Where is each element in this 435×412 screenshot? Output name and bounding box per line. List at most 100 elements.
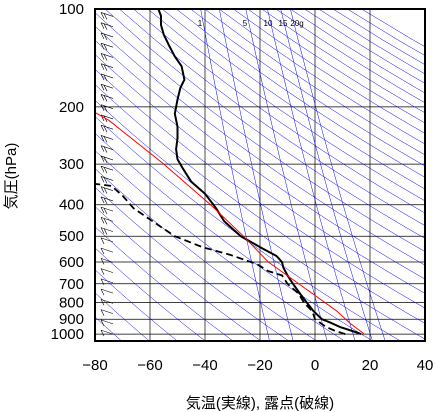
- y-tick-label: 800: [59, 295, 84, 312]
- wind-barb-flag: [103, 85, 108, 92]
- wind-barb-staff: [100, 53, 114, 58]
- wind-barb-staff: [100, 217, 114, 222]
- dry-adiabat-line: [190, 9, 425, 167]
- dry-adiabat-line: [147, 9, 425, 202]
- wind-barb-staff: [100, 155, 114, 161]
- wind-barb-staff: [100, 268, 114, 273]
- wind-barb-flag: [103, 218, 108, 225]
- wind-barb-flag: [100, 63, 105, 70]
- wind-barb-flag: [100, 32, 105, 40]
- wind-barb-flag: [100, 329, 105, 337]
- mixing-ratio-line: [200, 9, 270, 341]
- wind-barb-staff: [100, 145, 114, 150]
- x-axis-title: 気温(実線), 露点(破線): [186, 395, 334, 412]
- wind-barb-flag: [103, 54, 108, 61]
- wind-barb-flag: [100, 288, 105, 296]
- dry-adiabat-line: [95, 226, 234, 341]
- mixing-ratio-line: [290, 9, 386, 341]
- wind-barbs-layer: [100, 12, 114, 337]
- x-tick-label: −80: [82, 357, 107, 374]
- wind-barb-flag: [100, 196, 105, 204]
- wind-barb-flag: [100, 145, 105, 152]
- dry-adiabat-line: [95, 99, 425, 340]
- wind-barb-staff: [100, 329, 114, 335]
- y-tick-label: 300: [59, 156, 84, 173]
- wind-barb-flag: [100, 258, 105, 265]
- dry-adiabat-line: [95, 292, 150, 341]
- axis-labels-layer: −80 −60 −40 −20 0 20 40 100 200 300 400 500 600 700 80…: [3, 1, 433, 412]
- wind-barb-flag: [100, 53, 105, 60]
- wind-barb-staff: [100, 124, 114, 130]
- dry-adiabat-line: [95, 68, 425, 309]
- wind-barb-flag: [100, 299, 105, 306]
- mixing-ratio-line: [280, 9, 373, 341]
- wind-barb-flag: [100, 186, 105, 193]
- wind-barb-staff: [100, 42, 114, 48]
- dry-adiabat-line: [95, 25, 425, 266]
- dry-adiabat-line: [332, 9, 425, 66]
- wind-barb-staff: [100, 299, 114, 304]
- dry-adiabat-line: [161, 9, 425, 190]
- mixing-ratio-label: 20g: [290, 19, 303, 28]
- dry-adiabat-line: [133, 9, 425, 214]
- wind-barb-flag: [100, 125, 105, 132]
- plot-frame: [94, 8, 426, 342]
- dry-adiabat-line: [95, 206, 262, 341]
- wind-barb-staff: [100, 32, 114, 38]
- mixing-ratio-label: 5: [243, 19, 248, 28]
- wind-barb-flag: [103, 208, 108, 215]
- wind-barb-flag: [100, 176, 105, 183]
- wind-barb-flag: [100, 268, 105, 275]
- wind-barb-staff: [100, 83, 114, 89]
- y-tick-label: 500: [59, 228, 84, 245]
- wind-barb-flag: [103, 44, 108, 51]
- mixing-ratio-line: [267, 9, 356, 341]
- wind-barb-flag: [100, 94, 105, 101]
- mixing-ratio-line: [219, 9, 294, 341]
- wind-barb-flag: [103, 146, 108, 153]
- wind-barb-staff: [100, 227, 114, 232]
- dry-adiabat-line: [95, 247, 206, 341]
- wind-barb-flag: [103, 64, 108, 71]
- dry-adiabat-line: [95, 269, 178, 341]
- wind-barb-flag: [100, 84, 105, 91]
- wind-barb-flag: [103, 13, 108, 20]
- dry-adiabat-line: [361, 9, 425, 48]
- wind-barb-flag: [103, 156, 108, 164]
- wind-barb-staff: [100, 135, 114, 140]
- dry-adiabat-line: [290, 9, 425, 94]
- wind-barb-staff: [100, 186, 114, 191]
- wind-barb-staff: [100, 104, 114, 109]
- mixing-ratio-label: 1: [198, 19, 203, 28]
- wind-barb-flag: [103, 187, 108, 194]
- dry-adiabat-line: [95, 54, 425, 294]
- dry-adiabat-line: [233, 9, 425, 134]
- wind-barb-flag: [100, 278, 105, 286]
- wind-barb-flag: [103, 95, 108, 102]
- grid-layer: [95, 8, 425, 341]
- wind-barb-flag: [103, 197, 108, 205]
- wind-barb-staff: [100, 206, 114, 212]
- wind-barb-staff: [100, 22, 114, 27]
- wind-barb-flag: [103, 177, 108, 184]
- dry-adiabat-line: [95, 316, 122, 341]
- wind-barb-flag: [100, 22, 105, 29]
- dry-adiabat-line: [95, 150, 345, 341]
- parcel-profile-line: [95, 111, 365, 335]
- mixing-ratio-label: 10: [264, 19, 273, 28]
- y-tick-label: 1000: [51, 326, 84, 343]
- isopleth-layer: [95, 9, 425, 341]
- wind-barb-flag: [100, 135, 105, 142]
- wind-barb-staff: [100, 176, 114, 181]
- temperature-profile-line: [157, 9, 362, 336]
- wind-barb-flag: [103, 23, 108, 30]
- dry-adiabat-line: [95, 132, 373, 341]
- dry-adiabat-line: [95, 12, 425, 252]
- profile-layer: [95, 9, 365, 336]
- wind-barb-staff: [100, 258, 114, 263]
- wind-barb-flag: [100, 217, 105, 224]
- x-tick-label: −40: [192, 357, 217, 374]
- wind-barb-flag: [100, 248, 105, 255]
- wind-barb-flag: [100, 12, 105, 19]
- mixing-ratio-label: 15: [279, 19, 288, 28]
